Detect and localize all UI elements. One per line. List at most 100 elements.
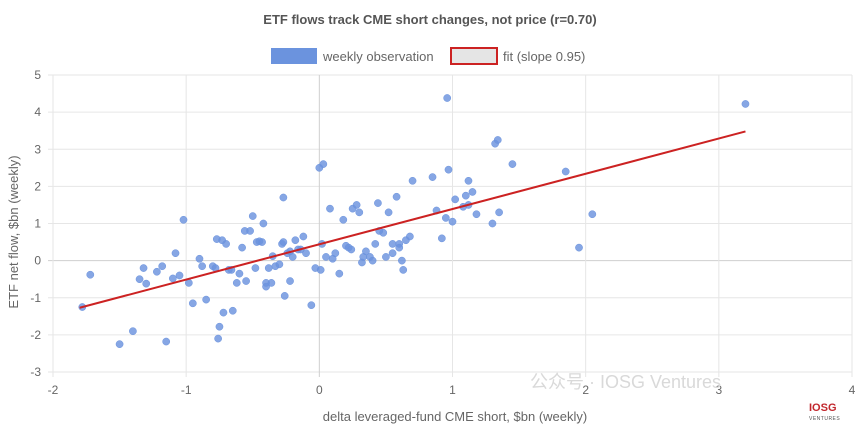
scatter-point xyxy=(86,270,95,279)
scatter-point xyxy=(258,238,266,246)
scatter-point xyxy=(575,243,583,252)
scatter-point xyxy=(428,173,437,181)
scatter-point xyxy=(441,214,450,222)
scatter-point xyxy=(472,210,481,219)
scatter-point xyxy=(142,279,151,288)
scatter-point xyxy=(326,204,334,213)
scatter-point xyxy=(302,249,310,258)
scatter-point xyxy=(588,210,597,219)
x-tick-label: -1 xyxy=(181,383,192,397)
scatter-point xyxy=(352,201,361,209)
scatter-point xyxy=(307,301,316,310)
x-axis-label: delta leveraged-fund CME short, $bn (wee… xyxy=(323,409,587,424)
scatter-point xyxy=(388,240,397,248)
scatter-point xyxy=(175,271,184,280)
scatter-point xyxy=(408,176,417,185)
scatter-point xyxy=(267,279,276,287)
scatter-point xyxy=(188,299,197,308)
scatter-point xyxy=(406,232,414,241)
scatter-point xyxy=(153,267,161,276)
legend-label-scatter: weekly observation xyxy=(322,49,434,64)
scatter-point xyxy=(264,264,273,272)
y-tick-label: 4 xyxy=(34,105,41,119)
scatter-point xyxy=(461,191,470,200)
y-tick-label: 3 xyxy=(34,142,41,156)
scatter-point xyxy=(451,195,460,204)
y-axis-label: ETF net flow, $bn (weekly) xyxy=(6,155,21,308)
fit-line xyxy=(79,130,746,309)
scatter-point xyxy=(299,232,308,241)
scatter-point xyxy=(355,208,364,217)
scatter-point xyxy=(279,238,288,246)
scatter-point xyxy=(444,165,453,174)
scatter-point xyxy=(139,264,148,272)
y-tick-label: 1 xyxy=(34,217,41,231)
legend-swatch-scatter xyxy=(271,48,317,64)
scatter-point xyxy=(214,334,222,343)
scatter-point xyxy=(202,295,210,304)
scatter-point xyxy=(362,247,370,256)
scatter-point xyxy=(238,243,246,252)
scatter-point xyxy=(215,322,224,331)
x-tick-label: -2 xyxy=(48,383,59,397)
y-tick-label: 2 xyxy=(34,179,41,193)
scatter-point xyxy=(316,266,325,274)
scatter-point xyxy=(399,266,408,274)
scatter-point xyxy=(280,292,289,300)
iosg-logo: IOSG VENTURES xyxy=(809,402,840,422)
scatter-point xyxy=(384,208,393,217)
scatter-point xyxy=(561,167,570,176)
y-tick-label: -2 xyxy=(30,328,41,342)
scatter-points xyxy=(78,94,750,349)
scatter-point xyxy=(195,254,204,263)
scatter-point xyxy=(259,219,268,228)
scatter-point xyxy=(219,308,228,317)
scatter-point xyxy=(248,212,257,220)
scatter-point xyxy=(198,262,206,271)
y-tick-label: 0 xyxy=(34,254,41,268)
scatter-point xyxy=(371,240,380,248)
scatter-point xyxy=(335,269,344,278)
scatter-point xyxy=(169,274,177,283)
scatter-point xyxy=(339,215,348,224)
scatter-point xyxy=(508,160,517,168)
scatter-point xyxy=(235,269,244,278)
scatter-point xyxy=(158,262,167,271)
scatter-point xyxy=(228,306,237,315)
legend-label-fit: fit (slope 0.95) xyxy=(503,49,585,64)
scatter-point xyxy=(495,208,503,217)
scatter-point xyxy=(488,219,497,228)
x-tick-label: 3 xyxy=(715,383,722,397)
scatter-point xyxy=(382,253,390,261)
scatter-point xyxy=(179,215,188,224)
grid xyxy=(48,74,853,377)
y-tick-labels: -3 -2 -1 0 1 2 3 4 5 xyxy=(30,68,41,379)
scatter-point xyxy=(374,199,382,207)
x-tick-label: 0 xyxy=(316,383,323,397)
scatter-point xyxy=(162,337,171,346)
scatter-point xyxy=(468,188,477,196)
scatter-point xyxy=(322,253,330,261)
fit-line-group xyxy=(79,130,746,309)
scatter-point xyxy=(246,227,254,235)
scatter-point xyxy=(275,260,284,269)
scatter-point xyxy=(493,136,502,144)
scatter-point xyxy=(331,249,340,258)
scatter-point xyxy=(448,217,457,226)
scatter-point xyxy=(222,240,230,248)
scatter-point xyxy=(279,193,288,202)
y-tick-label: 5 xyxy=(34,68,41,82)
scatter-point xyxy=(395,243,404,252)
scatter-point xyxy=(388,249,397,258)
scatter-point xyxy=(115,340,124,349)
logo-wordmark: IOSG xyxy=(809,402,837,414)
legend[interactable]: weekly observation fit (slope 0.95) xyxy=(271,47,585,65)
x-tick-label: 2 xyxy=(582,383,589,397)
y-tick-label: -1 xyxy=(30,291,41,305)
scatter-point xyxy=(368,256,377,265)
y-tick-label: -3 xyxy=(30,365,41,379)
x-tick-label: 1 xyxy=(449,383,456,397)
scatter-point xyxy=(251,264,260,272)
scatter-point xyxy=(286,277,294,285)
scatter-point xyxy=(741,100,750,108)
